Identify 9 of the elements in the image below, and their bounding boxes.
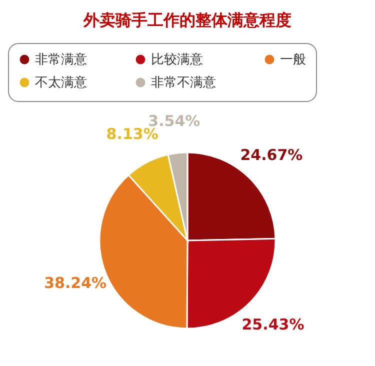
legend-label: 一般 bbox=[280, 52, 306, 68]
legend-label: 不太满意 bbox=[35, 76, 87, 90]
legend-label: 非常满意 bbox=[35, 52, 87, 68]
chart-title: 外卖骑手工作的整体满意程度 bbox=[82, 10, 292, 30]
legend-label: 比较满意 bbox=[151, 52, 203, 68]
data-label: 24.67% bbox=[240, 146, 303, 164]
data-label: 25.43% bbox=[242, 316, 304, 334]
legend-label: 非常不满意 bbox=[151, 76, 216, 90]
data-label: 38.24% bbox=[44, 274, 107, 292]
